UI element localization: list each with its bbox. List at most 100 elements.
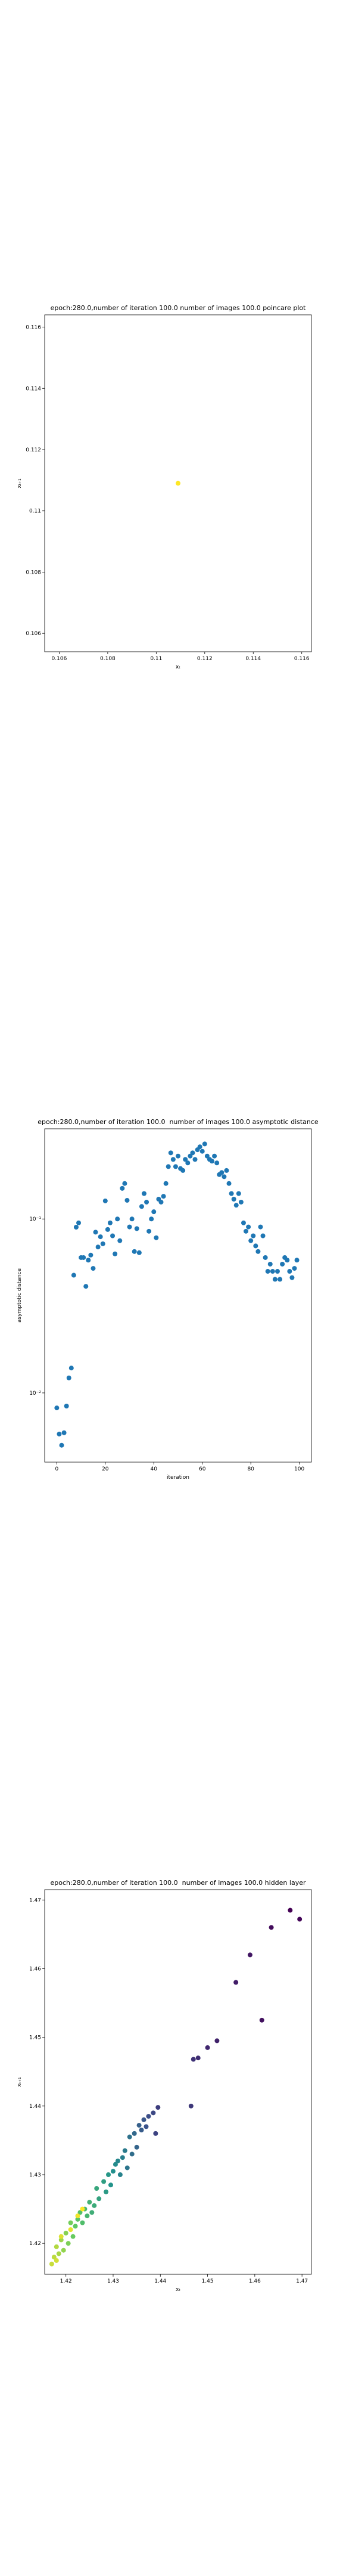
- point: [192, 1157, 198, 1162]
- y-tick-label: 0.108: [26, 569, 41, 575]
- point: [68, 1366, 74, 1371]
- point: [129, 2151, 135, 2157]
- point: [127, 1224, 132, 1230]
- point: [56, 2251, 61, 2256]
- point: [104, 2189, 109, 2194]
- point: [173, 1164, 178, 1169]
- point: [134, 1226, 139, 1231]
- point: [168, 1150, 173, 1156]
- y-tick-label: 1.43: [29, 2172, 41, 2178]
- point: [214, 2038, 220, 2044]
- point: [270, 1269, 275, 1274]
- point: [144, 1199, 149, 1205]
- point: [68, 2227, 73, 2233]
- point: [247, 1952, 252, 1958]
- point: [106, 2172, 111, 2177]
- point: [144, 2124, 149, 2129]
- point: [136, 1250, 142, 1255]
- point: [275, 1269, 280, 1274]
- point: [236, 1191, 241, 1196]
- y-tick-label: 1.45: [29, 2035, 41, 2041]
- point: [57, 1431, 62, 1436]
- point: [259, 2017, 264, 2023]
- point: [269, 1925, 274, 1930]
- point: [110, 1233, 116, 1239]
- y-axis-label: xₜ₊₁: [17, 478, 23, 488]
- y-tick-label: 1.44: [29, 2104, 41, 2110]
- point: [272, 1277, 277, 1282]
- x-tick-label: 0.106: [52, 656, 67, 662]
- point: [115, 1216, 120, 1222]
- x-tick-label: 0.11: [150, 656, 162, 662]
- point: [292, 1266, 297, 1271]
- point: [289, 1275, 295, 1280]
- point: [113, 1251, 118, 1256]
- point: [66, 1375, 71, 1380]
- point: [214, 1160, 220, 1166]
- point: [115, 2158, 120, 2163]
- point: [258, 1224, 263, 1230]
- point: [86, 1258, 91, 1263]
- point: [54, 2258, 59, 2263]
- point: [241, 1220, 246, 1225]
- point: [77, 2210, 83, 2215]
- point: [73, 2224, 78, 2229]
- point: [120, 2155, 125, 2160]
- x-tick-label: 60: [199, 1466, 206, 1472]
- point: [285, 1258, 290, 1263]
- point: [51, 2255, 57, 2260]
- point: [251, 1233, 256, 1239]
- point: [149, 1216, 154, 1222]
- point: [195, 2055, 201, 2061]
- point: [102, 1198, 108, 1203]
- y-tick-label: 1.46: [29, 1966, 41, 1972]
- point: [170, 1157, 176, 1162]
- point: [105, 1227, 110, 1232]
- x-tick-label: 0.114: [245, 656, 261, 662]
- point: [100, 1241, 105, 1246]
- point: [132, 1249, 137, 1254]
- x-tick-label: 1.46: [249, 2278, 261, 2284]
- point: [68, 2220, 73, 2225]
- point: [205, 2045, 210, 2050]
- point: [244, 1228, 249, 1234]
- y-axis-label: asymptotic distance: [17, 1268, 23, 1323]
- point: [246, 1224, 251, 1230]
- point: [224, 1168, 229, 1173]
- point: [83, 1284, 89, 1289]
- point: [81, 1255, 86, 1260]
- point: [54, 2244, 59, 2249]
- point: [71, 1272, 76, 1278]
- point: [226, 1181, 232, 1186]
- point: [141, 1191, 146, 1196]
- point: [93, 1230, 98, 1235]
- point: [233, 1203, 239, 1208]
- point: [113, 2162, 118, 2167]
- x-tick-label: 80: [247, 1466, 254, 1472]
- point: [120, 1185, 125, 1191]
- point: [154, 1235, 159, 1240]
- point: [197, 1144, 202, 1150]
- x-axis-label: xₜ: [176, 2287, 180, 2293]
- point: [229, 1191, 234, 1196]
- point: [95, 1244, 101, 1250]
- point: [87, 2200, 92, 2205]
- point: [248, 1238, 254, 1243]
- y-axis-label: xₜ₊₁: [17, 2077, 23, 2087]
- plot-area: [44, 1128, 312, 1463]
- point: [134, 2144, 139, 2150]
- point: [176, 481, 180, 486]
- point: [176, 1153, 180, 1159]
- point: [231, 1197, 236, 1202]
- point: [49, 2261, 54, 2267]
- chart-title: epoch:280.0,number of iteration 100.0 nu…: [51, 1879, 306, 1887]
- point: [85, 2213, 90, 2219]
- y-tick-label: 10⁻²: [29, 1391, 41, 1397]
- point: [151, 2110, 156, 2116]
- x-tick-label: 0.112: [197, 656, 213, 662]
- point: [141, 2117, 146, 2122]
- point: [199, 1148, 205, 1154]
- x-axis-label: iteration: [167, 1475, 189, 1481]
